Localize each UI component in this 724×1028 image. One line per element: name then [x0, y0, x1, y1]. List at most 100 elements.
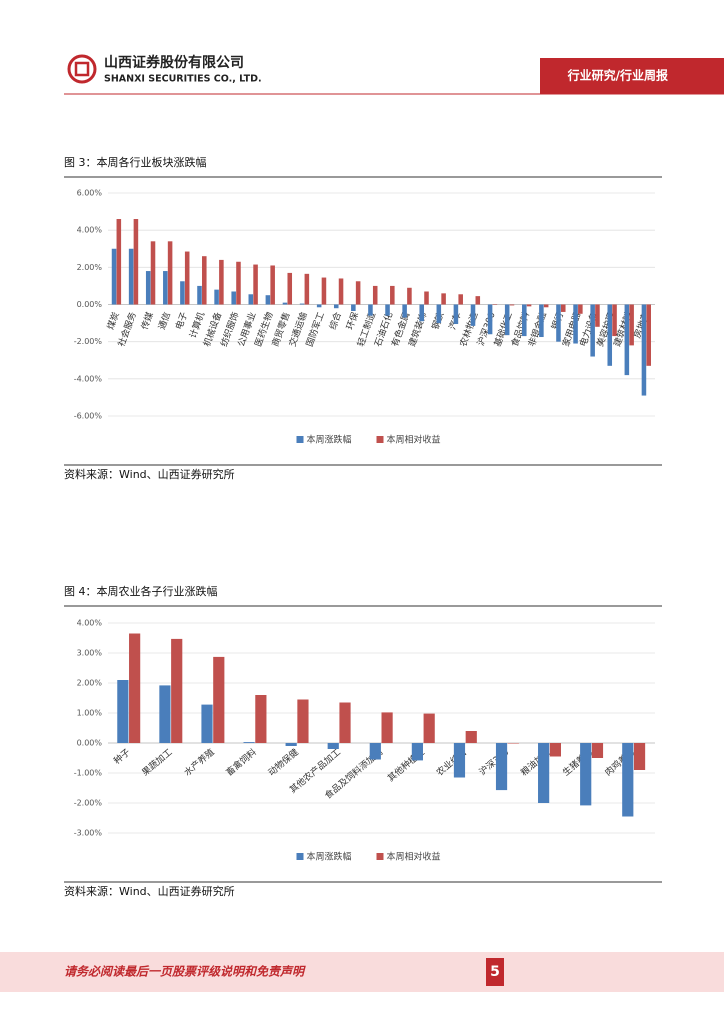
bar — [163, 271, 168, 305]
bar — [133, 219, 139, 305]
bar — [407, 287, 412, 305]
y-tick-label: -4.00% — [74, 374, 103, 383]
legend-swatch — [376, 853, 384, 860]
bar — [116, 219, 122, 305]
legend-swatch — [296, 436, 304, 443]
bar — [492, 304, 498, 305]
bar — [495, 743, 508, 791]
x-tick-label: 传媒 — [138, 310, 155, 331]
bar — [248, 294, 254, 305]
bar — [214, 289, 219, 305]
section-band — [540, 58, 724, 94]
y-tick-label: 4.00% — [77, 226, 103, 235]
bar — [285, 743, 297, 746]
y-tick-label: 0.00% — [77, 300, 103, 309]
bar — [369, 743, 381, 760]
bar — [351, 304, 356, 312]
bar — [167, 241, 173, 305]
legend-label: 本周相对收益 — [387, 434, 441, 446]
legend-label: 本周涨跌幅 — [307, 434, 352, 446]
bar — [265, 295, 271, 305]
bar — [453, 304, 459, 325]
figure-title: 图 3：本周各行业板块涨跌幅 — [64, 155, 207, 169]
y-tick-label: 4.00% — [77, 619, 103, 628]
bar — [299, 303, 305, 305]
x-tick-label: 种子 — [111, 746, 133, 767]
bar — [385, 304, 390, 316]
bar — [255, 695, 267, 743]
legend-swatch — [296, 853, 304, 860]
y-tick-label: 1.00% — [77, 709, 103, 718]
bar — [556, 304, 561, 342]
bar — [338, 278, 344, 305]
bar — [538, 743, 550, 803]
bar — [339, 702, 351, 743]
bar — [159, 685, 171, 743]
bar — [327, 743, 339, 749]
y-tick-label: 0.00% — [77, 739, 103, 748]
legend-label: 本周涨跌幅 — [307, 851, 352, 863]
bar — [117, 680, 129, 743]
bar — [129, 633, 141, 743]
bar — [458, 294, 463, 305]
bar — [219, 259, 224, 305]
company-en: SHANXI SECURITIES CO., LTD. — [104, 74, 262, 85]
bar — [213, 656, 225, 743]
y-tick-label: 6.00% — [77, 189, 103, 198]
x-tick-label: 水产养殖 — [181, 746, 216, 778]
bar — [470, 304, 476, 326]
y-tick-label: -2.00% — [74, 799, 103, 808]
bar — [297, 699, 309, 743]
bar — [355, 281, 361, 305]
x-tick-label: 畜禽饲料 — [224, 746, 259, 778]
y-tick-label: -3.00% — [74, 829, 103, 838]
bar — [629, 304, 634, 346]
bar — [522, 304, 527, 337]
bar — [202, 256, 207, 305]
bar — [411, 743, 423, 761]
bar — [560, 304, 566, 312]
bar — [402, 304, 407, 318]
x-tick-label: 果蔬加工 — [139, 746, 174, 778]
footer-band — [0, 952, 724, 992]
bar — [465, 731, 477, 743]
bar — [111, 248, 117, 305]
source: 资料来源：Wind、山西证券研究所 — [64, 884, 235, 898]
bar — [436, 304, 442, 324]
bar — [607, 304, 613, 366]
bar — [171, 638, 183, 743]
bar — [573, 304, 578, 344]
y-tick-label: -1.00% — [74, 769, 103, 778]
bar — [423, 713, 435, 743]
bar — [333, 304, 339, 309]
figure-title: 图 4：本周农业各子行业涨跌幅 — [64, 584, 218, 598]
bar — [150, 241, 156, 305]
bar — [287, 272, 293, 305]
bar — [646, 304, 652, 366]
section: 行业研究/行业周报 — [567, 68, 668, 83]
logo-mark — [74, 61, 90, 77]
bar — [184, 251, 190, 305]
x-tick-label: 电子 — [173, 310, 190, 331]
bar — [381, 712, 393, 743]
bar — [282, 302, 288, 305]
company: 山西证券股份有限公司 — [104, 54, 244, 71]
y-tick-label: 2.00% — [77, 679, 103, 688]
bar — [231, 291, 236, 305]
page-number: 5 — [490, 964, 500, 980]
source: 资料来源：Wind、山西证券研究所 — [64, 467, 235, 481]
logo — [67, 54, 97, 84]
bar — [424, 291, 429, 305]
bar — [253, 264, 258, 305]
bar — [509, 304, 515, 306]
bar — [128, 248, 134, 305]
x-tick-label: 动物保健 — [266, 746, 301, 778]
y-tick-label: -2.00% — [74, 337, 103, 346]
y-tick-label: -6.00% — [74, 412, 103, 421]
bar — [641, 304, 647, 396]
bar — [578, 304, 583, 314]
bar — [487, 304, 493, 335]
bar — [504, 304, 510, 336]
bar — [145, 271, 151, 305]
